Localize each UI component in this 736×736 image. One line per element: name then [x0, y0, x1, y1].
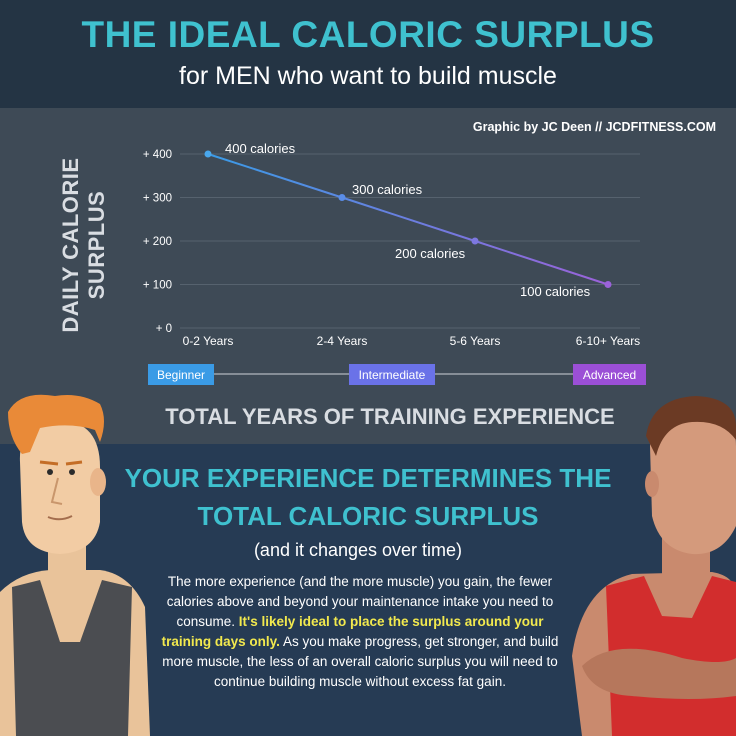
x-tick-label: 6-10+ Years	[576, 334, 640, 348]
page-subtitle: for MEN who want to build muscle	[179, 62, 557, 90]
chart-gridlines	[180, 153, 640, 329]
stage-badge	[148, 364, 214, 385]
y-tick-label: + 0	[156, 323, 172, 335]
x-tick-label: 2-4 Years	[317, 334, 368, 348]
data-point	[338, 194, 346, 201]
stage-badge	[573, 364, 646, 385]
stage-badge	[349, 364, 435, 385]
experience-stage-bar: Beginner Intermediate Advanced	[148, 364, 646, 385]
series-line	[207, 153, 609, 286]
y-tick-label: + 100	[143, 280, 172, 292]
body-text-part-2: As you make progress, get stronger, and …	[162, 634, 559, 689]
data-point	[604, 281, 612, 288]
graphic-credit: Graphic by JC Deen // JCDFITNESS.COM	[472, 120, 716, 134]
y-tick-label: + 200	[143, 236, 172, 248]
muscular-man-illustration	[572, 396, 736, 736]
headline: YOUR EXPERIENCE DETERMINES THE TOTAL CAL…	[0, 459, 736, 535]
data-label: 200 calories	[395, 246, 466, 261]
stage-label: Advanced	[583, 368, 636, 382]
skinny-man-illustration	[0, 394, 150, 736]
headline-line-1: YOUR EXPERIENCE DETERMINES THE	[124, 463, 612, 493]
body-paragraph: The more experience (and the more muscle…	[160, 572, 560, 692]
chart-panel	[0, 108, 736, 444]
y-tick-labels: + 0 + 100 + 200 + 300 + 400	[143, 149, 172, 335]
body-highlight: It's likely ideal to place the surplus a…	[161, 614, 544, 649]
paren-note: (and it changes over time)	[253, 540, 463, 560]
header-banner	[0, 0, 736, 108]
page-title: THE IDEAL CALORIC SURPLUS	[81, 14, 655, 55]
body-text-part-1: The more experience (and the more muscle…	[166, 574, 554, 629]
data-point	[471, 237, 479, 245]
stage-label: Intermediate	[359, 368, 426, 382]
x-axis-title: TOTAL YEARS OF TRAINING EXPERIENCE	[165, 404, 615, 429]
data-label: 400 calories	[225, 141, 296, 156]
headline-line-2: TOTAL CALORIC SURPLUS	[197, 501, 539, 531]
y-tick-label: + 300	[143, 193, 172, 205]
data-label: 100 calories	[520, 284, 591, 299]
x-tick-label: 0-2 Years	[183, 334, 234, 348]
x-tick-labels: 0-2 Years 2-4 Years 5-6 Years 6-10+ Years	[183, 334, 641, 348]
data-point	[204, 150, 212, 158]
data-label: 300 calories	[352, 182, 423, 197]
chart-series: 400 calories 300 calories 200 calories 100 …	[204, 141, 612, 299]
line-chart: + 0 + 100 + 200 + 300 + 400 400 calories 300 …	[143, 141, 646, 385]
stage-label: Beginner	[157, 368, 205, 382]
x-tick-label: 5-6 Years	[450, 334, 501, 348]
y-tick-label: + 400	[143, 149, 172, 161]
